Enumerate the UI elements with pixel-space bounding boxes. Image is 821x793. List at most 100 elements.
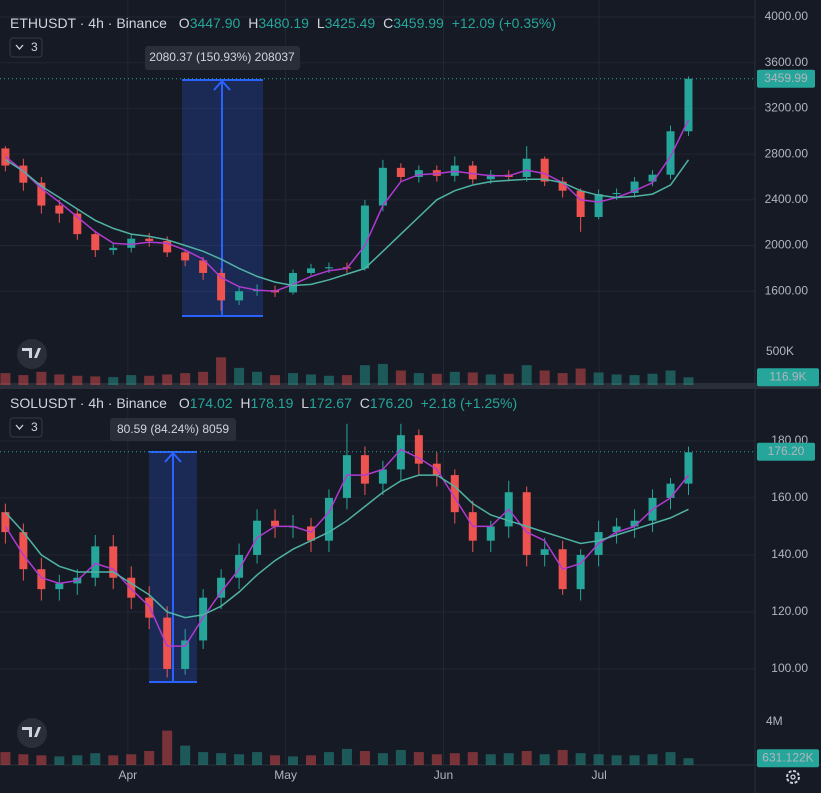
candle-body <box>630 181 639 193</box>
volume-bar <box>377 753 388 765</box>
candle-body <box>271 520 280 527</box>
candle-body <box>217 577 226 598</box>
candle-body <box>378 167 387 206</box>
settings-button[interactable] <box>786 770 800 784</box>
chevron-icon <box>15 424 24 430</box>
candle-body <box>594 194 603 217</box>
candle-body <box>37 569 46 590</box>
moving-average <box>4 474 689 619</box>
y-tick-label: 2800.00 <box>765 146 809 160</box>
volume-bar <box>575 368 586 385</box>
candle-body <box>522 158 531 177</box>
candle-body <box>19 165 28 183</box>
chevron-icon <box>15 44 24 50</box>
candle-body <box>684 452 693 484</box>
last-volume-box <box>757 368 819 387</box>
volume-bar <box>431 373 442 385</box>
logo-mark <box>22 727 41 737</box>
change: +12.09 (+0.35%) <box>452 15 556 31</box>
volume-bar <box>413 373 424 385</box>
volume-bar <box>647 754 658 765</box>
candle-body <box>396 435 405 470</box>
candle-body <box>540 158 549 182</box>
volume-bar <box>54 374 65 385</box>
candle-body <box>19 532 28 570</box>
y-tick-label: 3200.00 <box>765 101 809 115</box>
ohlc-value: 176.20 <box>370 395 413 411</box>
volume-bar <box>90 376 101 385</box>
logo[interactable] <box>17 339 47 369</box>
volume-bar <box>198 371 209 385</box>
volume-bar <box>503 753 514 765</box>
volume-bar <box>611 755 622 765</box>
ohlc-value: 174.02 <box>190 395 233 411</box>
candle-body <box>199 597 208 641</box>
moving-average <box>4 159 690 287</box>
candle-body <box>1 512 10 533</box>
last-price-label: 3459.99 <box>764 71 808 85</box>
volume-bar <box>467 372 478 385</box>
volume-bar <box>557 749 568 765</box>
volume-bar <box>216 357 227 385</box>
logo[interactable] <box>17 718 47 748</box>
x-tick-label: Apr <box>118 768 137 782</box>
volume-bar <box>305 374 316 385</box>
volume-bar <box>611 374 622 385</box>
measure-tool[interactable]: 2080.37 (150.93%) 208037 <box>145 46 300 317</box>
volume-bar <box>162 374 173 385</box>
volume-bar <box>539 754 550 765</box>
volume-bar <box>539 370 550 385</box>
ohlc-value: 172.67 <box>309 395 352 411</box>
logo-mark <box>22 348 41 358</box>
volume-bar <box>467 752 478 765</box>
candle-body <box>217 272 226 301</box>
measure-label: 80.59 (84.24%) 8059 <box>117 422 229 436</box>
volume-bar <box>521 365 532 385</box>
ohlc-label: H <box>240 395 250 411</box>
volume-bar <box>629 375 640 385</box>
volume-bar <box>683 758 694 765</box>
candle-body <box>306 526 315 541</box>
measure-label: 2080.37 (150.93%) 208037 <box>149 50 295 64</box>
volume-bar <box>341 748 352 765</box>
candle-body <box>199 260 208 273</box>
last-price-label: 176.20 <box>768 444 805 458</box>
candle-body <box>486 174 495 180</box>
volume-bar <box>198 752 209 765</box>
volume-bar <box>485 374 496 385</box>
volume-bar <box>413 752 424 765</box>
volume-bar <box>0 373 11 385</box>
measure-label-box <box>145 46 300 70</box>
candle-body <box>522 492 531 555</box>
candle-body <box>414 435 423 464</box>
y-tick-label: 3600.00 <box>765 55 809 69</box>
indicator-count: 3 <box>31 40 38 54</box>
candle-body <box>55 205 64 214</box>
candle-body <box>648 174 657 182</box>
volume-bar <box>162 730 173 765</box>
last-price-box <box>757 69 815 88</box>
volume-bar <box>323 752 334 765</box>
candle-body <box>360 455 369 484</box>
symbol: ETHUSDT · 4h · Binance <box>10 15 167 31</box>
candle-body <box>109 546 118 578</box>
indicator-toggle[interactable]: 3 <box>9 37 43 58</box>
candle-body <box>324 497 333 541</box>
measure-arrow-head <box>164 451 182 463</box>
volume-bar <box>395 370 406 385</box>
candle-body <box>612 192 621 195</box>
y-tick-label: 2000.00 <box>765 238 809 252</box>
candle-body <box>91 546 100 578</box>
y-tick-label: 140.00 <box>771 547 808 561</box>
ohlc-label: L <box>317 15 325 31</box>
measure-label-box <box>110 418 236 441</box>
volume-bar <box>252 752 263 765</box>
volume-bar <box>359 751 370 765</box>
indicator-toggle[interactable]: 3 <box>9 417 43 438</box>
volume-bar <box>234 754 245 765</box>
candle-body <box>127 238 136 248</box>
volume-bar <box>108 377 119 385</box>
volume-bar <box>72 375 83 385</box>
